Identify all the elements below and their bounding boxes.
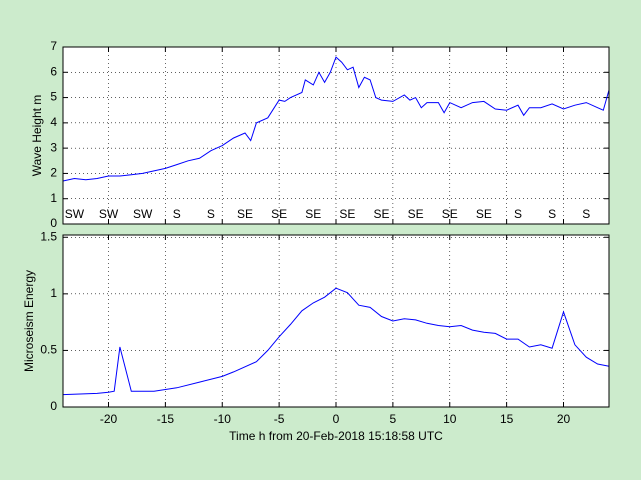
axes: 0 0.5 1 1.5 -20 -15 -10 -5 0 5 10 15 20 Microseism En… <box>22 229 610 443</box>
direction-label: S <box>514 207 522 221</box>
y-tick-label: 1 <box>50 286 57 300</box>
y-tick-label: 4 <box>50 115 57 129</box>
x-tick-label: -5 <box>274 412 285 426</box>
axes: 0 1 2 3 4 5 6 7 SW SW SW S S SE SE SE SE SE SE SE SE S S S Wave … <box>30 39 610 230</box>
data-line <box>62 287 610 396</box>
direction-label: SE <box>442 207 458 221</box>
y-tick-label: 1.5 <box>40 229 57 243</box>
direction-label: SW <box>133 207 153 221</box>
direction-label: SE <box>476 207 492 221</box>
plot-area <box>63 235 609 407</box>
x-axis-label: Time h from 20-Feb-2018 15:18:58 UTC <box>229 429 443 443</box>
direction-label: S <box>173 207 181 221</box>
y-axis-label: Wave Height m <box>30 95 44 177</box>
x-tick-label: -15 <box>157 412 175 426</box>
x-tick-label: 15 <box>500 412 514 426</box>
direction-label: SE <box>305 207 321 221</box>
direction-label: SE <box>339 207 355 221</box>
data-line <box>62 56 610 182</box>
direction-label: SW <box>65 207 85 221</box>
x-tick-label: -10 <box>214 412 232 426</box>
y-tick-label: 3 <box>50 140 57 154</box>
y-tick-label: 0 <box>50 216 57 230</box>
axes-box <box>62 46 610 225</box>
direction-label: SE <box>408 207 424 221</box>
direction-label: SW <box>99 207 119 221</box>
axes-box <box>62 234 610 408</box>
x-tick-label: 5 <box>390 412 397 426</box>
y-tick-label: 1 <box>50 191 57 205</box>
direction-label: S <box>582 207 590 221</box>
x-tick-label: 10 <box>443 412 457 426</box>
direction-label: S <box>548 207 556 221</box>
y-tick-label: 5 <box>50 90 57 104</box>
y-axis-label: Microseism Energy <box>22 270 36 372</box>
x-tick-label: -20 <box>100 412 118 426</box>
direction-label: S <box>207 207 215 221</box>
y-tick-label: 6 <box>50 64 57 78</box>
y-tick-label: 7 <box>50 39 57 53</box>
direction-label: SE <box>271 207 287 221</box>
x-tick-label: 20 <box>557 412 571 426</box>
direction-label: SE <box>237 207 253 221</box>
y-tick-label: 2 <box>50 166 57 180</box>
direction-label: SE <box>373 207 389 221</box>
x-tick-label: 0 <box>333 412 340 426</box>
y-tick-label: 0.5 <box>40 343 57 357</box>
y-tick-label: 0 <box>50 399 57 413</box>
